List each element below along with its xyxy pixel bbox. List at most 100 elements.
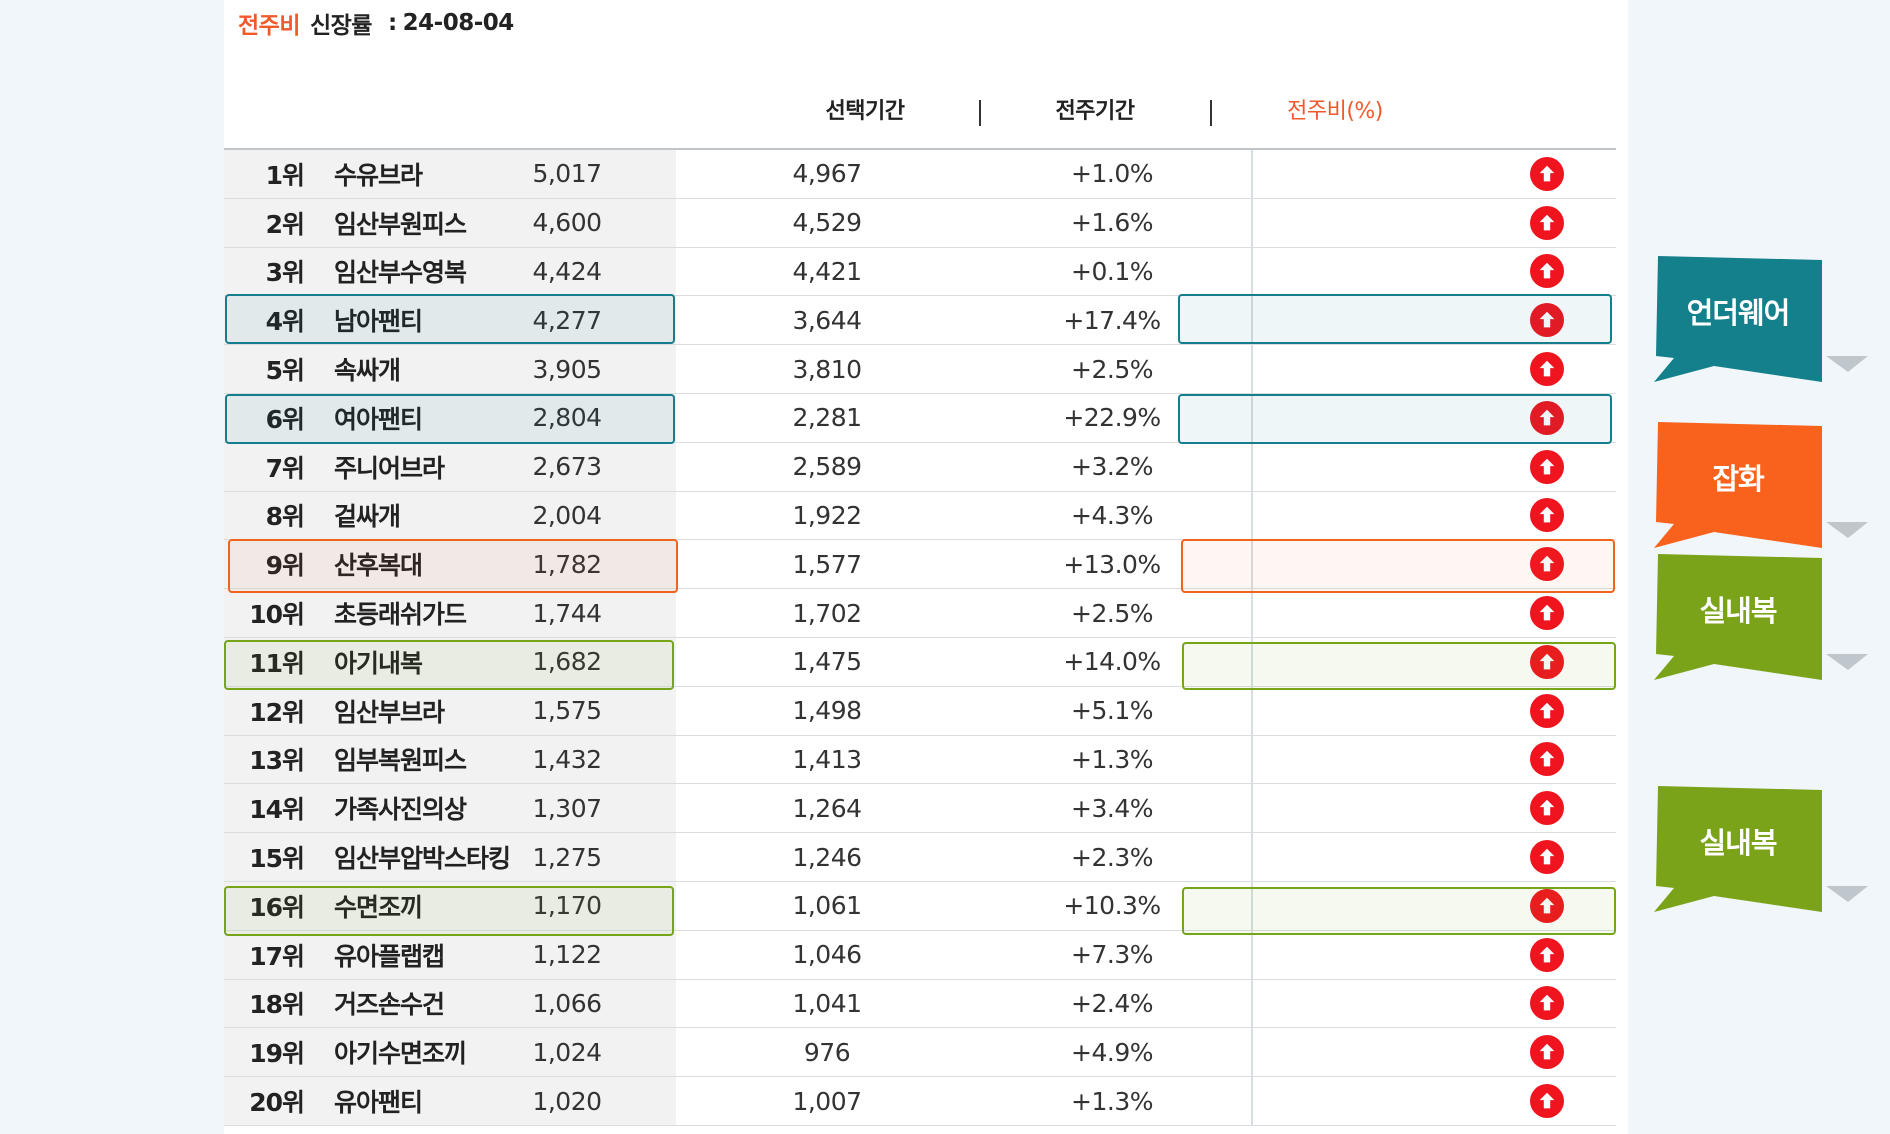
callout-loungewear-2: 실내복	[1654, 786, 1868, 914]
selected-period-value: 1,432	[532, 744, 602, 774]
row-name-cell: 13위 임부복원피스	[224, 735, 676, 784]
rank: 16위	[249, 892, 305, 922]
selected-period-value: 1,275	[532, 842, 602, 872]
row-name-cell: 4위 남아팬티	[224, 296, 676, 345]
selected-period-value: 2,004	[532, 500, 602, 530]
table-row: 8위 겉싸개 2,004 1,922 +4.3%	[224, 491, 1616, 541]
selected-period-value: 1,024	[532, 1037, 602, 1067]
category-name: 유아플랩캡	[334, 941, 445, 971]
selected-period-value: 1,575	[532, 696, 602, 726]
row-name-cell: 2위 임산부원피스	[224, 198, 676, 247]
arrow-up-circle-icon	[1530, 791, 1564, 826]
previous-period-value: 1,041	[792, 988, 862, 1018]
callout-loungewear-label: 실내복	[1699, 594, 1777, 628]
column-divider	[1251, 442, 1253, 491]
category-name: 초등래쉬가드	[334, 600, 467, 630]
row-name-cell: 3위 임산부수영복	[224, 247, 676, 296]
callout-underwear-label: 언더웨어	[1686, 296, 1791, 330]
arrow-up-glyph	[1539, 409, 1555, 426]
category-name: 임산부브라	[334, 697, 445, 727]
rank: 11위	[249, 648, 305, 678]
callout-underwear-fill	[1654, 256, 1822, 382]
column-divider	[1251, 198, 1253, 247]
arrow-up-circle-icon	[1530, 352, 1564, 387]
rank: 1위	[265, 160, 305, 190]
week-ratio-value: +5.1%	[1071, 696, 1153, 726]
row-name-cell: 7위 주니어브라	[224, 442, 676, 491]
column-separator	[1210, 100, 1212, 126]
rank: 10위	[249, 600, 305, 630]
week-ratio-value: +4.9%	[1071, 1037, 1153, 1067]
week-ratio-value: +1.3%	[1071, 744, 1153, 774]
category-name: 여아팬티	[334, 404, 423, 434]
arrow-up-circle-icon	[1530, 303, 1564, 338]
rank: 12위	[249, 697, 305, 727]
table-row: 16위 수면조끼 1,170 1,061 +10.3%	[224, 881, 1616, 931]
arrow-up-glyph	[1539, 604, 1555, 621]
row-name-cell: 14위 가족사진의상	[224, 784, 676, 833]
selected-period-value: 4,600	[532, 208, 602, 238]
arrow-up-circle-icon	[1530, 840, 1564, 875]
category-name: 아기수면조끼	[334, 1039, 467, 1069]
previous-period-value: 3,810	[792, 354, 862, 384]
callout-accessories-fill	[1654, 422, 1822, 548]
previous-period-value: 1,061	[792, 891, 862, 921]
arrow-up-circle-icon	[1530, 156, 1564, 191]
previous-period-value: 2,281	[792, 403, 862, 433]
category-name: 가족사진의상	[334, 795, 467, 825]
table-row: 4위 남아팬티 4,277 3,644 +17.4%	[224, 296, 1616, 346]
table-row: 17위 유아플랩캡 1,122 1,046 +7.3%	[224, 930, 1616, 980]
previous-period-value: 4,967	[792, 159, 862, 189]
week-ratio-value: +1.6%	[1071, 208, 1153, 238]
column-divider	[1251, 833, 1253, 881]
week-ratio-value: +1.0%	[1071, 159, 1153, 189]
week-ratio-value: +2.4%	[1071, 988, 1153, 1018]
callout-shape	[1654, 786, 1868, 912]
selected-period-value: 2,804	[532, 403, 602, 433]
rank: 8위	[265, 502, 305, 532]
callout-loungewear: 실내복	[1654, 554, 1868, 682]
previous-period-value: 1,264	[792, 793, 862, 823]
row-name-cell: 5위 속싸개	[224, 345, 676, 393]
row-name-cell: 9위 산후복대	[224, 540, 676, 589]
category-name: 주니어브라	[334, 453, 445, 483]
arrow-up-glyph	[1539, 360, 1555, 377]
category-name: 수면조끼	[334, 892, 423, 922]
column-divider	[1251, 150, 1253, 198]
column-header-ratio: 전주비(%)	[1287, 99, 1383, 124]
row-name-cell: 16위 수면조끼	[224, 881, 676, 930]
arrow-up-circle-icon	[1530, 1035, 1564, 1070]
week-ratio-value: +10.3%	[1063, 891, 1161, 921]
category-name: 겉싸개	[334, 502, 401, 532]
arrow-up-glyph	[1539, 214, 1555, 231]
column-divider	[1251, 296, 1253, 345]
heading-accent: 전주비	[238, 13, 300, 39]
row-name-cell: 8위 겉싸개	[224, 491, 676, 540]
column-divider	[1251, 735, 1253, 784]
callout-loungewear-2-fill	[1654, 786, 1822, 912]
selected-period-value: 4,277	[532, 305, 602, 335]
arrow-up-circle-icon	[1530, 888, 1564, 923]
rank: 14위	[249, 795, 305, 825]
table-row: 2위 임산부원피스 4,600 4,529 +1.6%	[224, 198, 1616, 248]
category-name: 임산부원피스	[334, 209, 467, 239]
week-ratio-value: +3.4%	[1071, 793, 1153, 823]
selected-period-value: 1,066	[532, 988, 602, 1018]
row-name-cell: 1위 수유브라	[224, 150, 676, 198]
week-ratio-value: +1.3%	[1071, 1086, 1153, 1116]
column-divider	[1251, 979, 1253, 1028]
table-row: 5위 속싸개 3,905 3,810 +2.5%	[224, 345, 1616, 394]
row-name-cell: 11위 아기내복	[224, 637, 676, 686]
arrow-up-glyph	[1539, 995, 1555, 1011]
column-divider	[1251, 589, 1253, 637]
arrow-up-glyph	[1539, 800, 1555, 816]
row-name-cell: 12위 임산부브라	[224, 686, 676, 735]
selected-period-value: 2,673	[532, 452, 602, 482]
row-name-cell: 10위 초등래쉬가드	[224, 589, 676, 637]
table-row: 13위 임부복원피스 1,432 1,413 +1.3%	[224, 735, 1616, 785]
arrow-up-glyph	[1539, 1092, 1555, 1109]
week-ratio-value: +7.3%	[1071, 940, 1153, 970]
selected-period-value: 5,017	[532, 159, 602, 189]
table-row: 14위 가족사진의상 1,307 1,264 +3.4%	[224, 784, 1616, 834]
page-title: 전주비 신장률 : 24-08-04	[238, 6, 514, 40]
